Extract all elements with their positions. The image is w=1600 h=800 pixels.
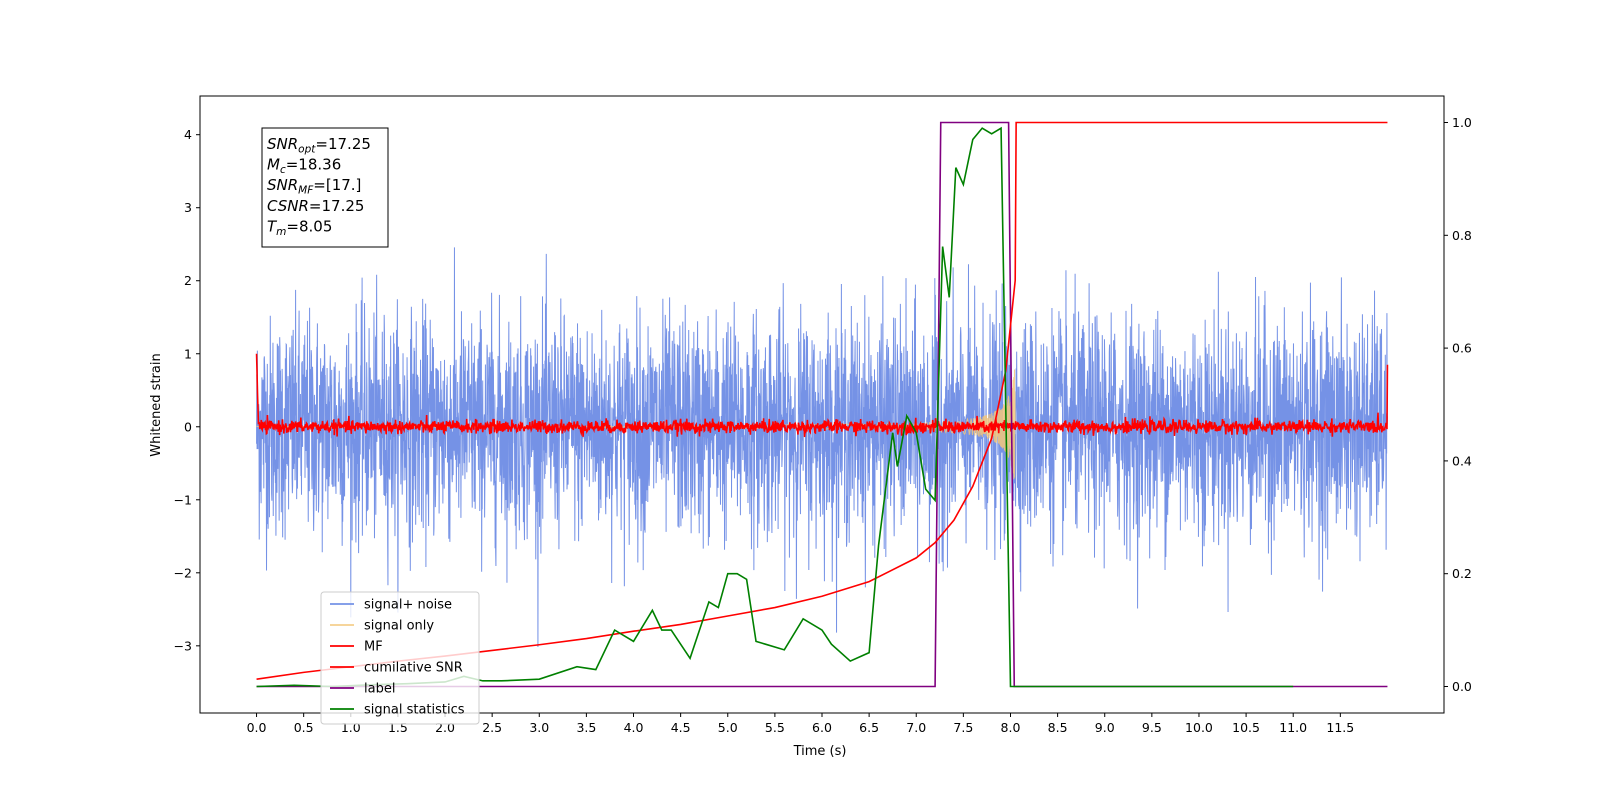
x-tick-label: 8.0 xyxy=(1001,720,1021,735)
x-tick-label: 3.0 xyxy=(529,720,549,735)
annotation-box: SNRopt=17.25Mc=18.36SNRMF=[17.]CSNR=17.2… xyxy=(261,127,389,248)
y-tick-label: −1 xyxy=(174,492,192,507)
y2-tick-label: 0.4 xyxy=(1452,453,1472,468)
legend-label: cumilative SNR xyxy=(364,661,463,676)
x-tick-label: 3.5 xyxy=(576,720,596,735)
x-tick-label: 7.5 xyxy=(953,720,973,735)
y2-tick-label: 0.8 xyxy=(1452,228,1472,243)
x-tick-label: 10.5 xyxy=(1232,720,1260,735)
x-tick-label: 4.5 xyxy=(671,720,691,735)
y-tick-label: 4 xyxy=(184,127,192,142)
legend-label: signal+ noise xyxy=(364,598,452,613)
x-tick-label: 5.5 xyxy=(765,720,785,735)
x-tick-label: 0.0 xyxy=(247,720,267,735)
y2-tick-label: 0.6 xyxy=(1452,341,1472,356)
y-tick-label: −3 xyxy=(174,638,192,653)
y-tick-label: 1 xyxy=(184,346,192,361)
x-tick-label: 6.0 xyxy=(812,720,832,735)
x-tick-label: 9.0 xyxy=(1095,720,1115,735)
legend-label: label xyxy=(364,682,395,697)
legend-label: signal only xyxy=(364,619,434,634)
x-tick-label: 4.0 xyxy=(624,720,644,735)
x-axis-label: Time (s) xyxy=(793,744,847,759)
legend-frame xyxy=(320,591,480,725)
annotation-frame xyxy=(261,127,389,248)
y2-tick-label: 0.2 xyxy=(1452,566,1472,581)
x-tick-label: 9.5 xyxy=(1142,720,1162,735)
annotation-line: Mc=18.36 xyxy=(267,156,341,177)
legend: signal+ noise signal only MF cumilative SNR… xyxy=(320,591,480,725)
x-tick-label: 6.5 xyxy=(859,720,879,735)
x-tick-label: 2.5 xyxy=(482,720,502,735)
legend-label: signal statistics xyxy=(364,703,465,718)
x-tick-label: 10.0 xyxy=(1185,720,1213,735)
legend-label: MF xyxy=(364,640,383,655)
y-tick-label: 2 xyxy=(184,273,192,288)
series-signal-statistics xyxy=(256,126,1294,688)
annotation-line: SNRMF=[17.] xyxy=(267,176,361,197)
annotation-line: Tm=8.05 xyxy=(267,217,332,238)
y2-tick-label: 0.0 xyxy=(1452,679,1472,694)
annotation-line: SNRopt=17.25 xyxy=(267,135,371,156)
x-tick-label: 7.0 xyxy=(906,720,926,735)
x-tick-label: 8.5 xyxy=(1048,720,1068,735)
y-axis-left: −3 −2 −1 0 1 2 3 4 xyxy=(174,127,200,653)
y-tick-label: 0 xyxy=(184,419,192,434)
x-tick-label: 11.0 xyxy=(1279,720,1307,735)
series-layer xyxy=(255,121,1389,688)
series-mf xyxy=(255,353,1389,438)
x-tick-label: 0.5 xyxy=(294,720,314,735)
y2-tick-label: 1.0 xyxy=(1452,115,1472,130)
y-tick-label: 3 xyxy=(184,200,192,215)
y-axis-right: 0.0 0.2 0.4 0.6 0.8 1.0 xyxy=(1444,115,1472,694)
x-tick-label: 11.5 xyxy=(1326,720,1354,735)
x-tick-label: 5.0 xyxy=(718,720,738,735)
annotation-line: CSNR=17.25 xyxy=(267,197,364,215)
y-axis-label: Whitened strain xyxy=(149,353,164,456)
y-tick-label: −2 xyxy=(174,565,192,580)
